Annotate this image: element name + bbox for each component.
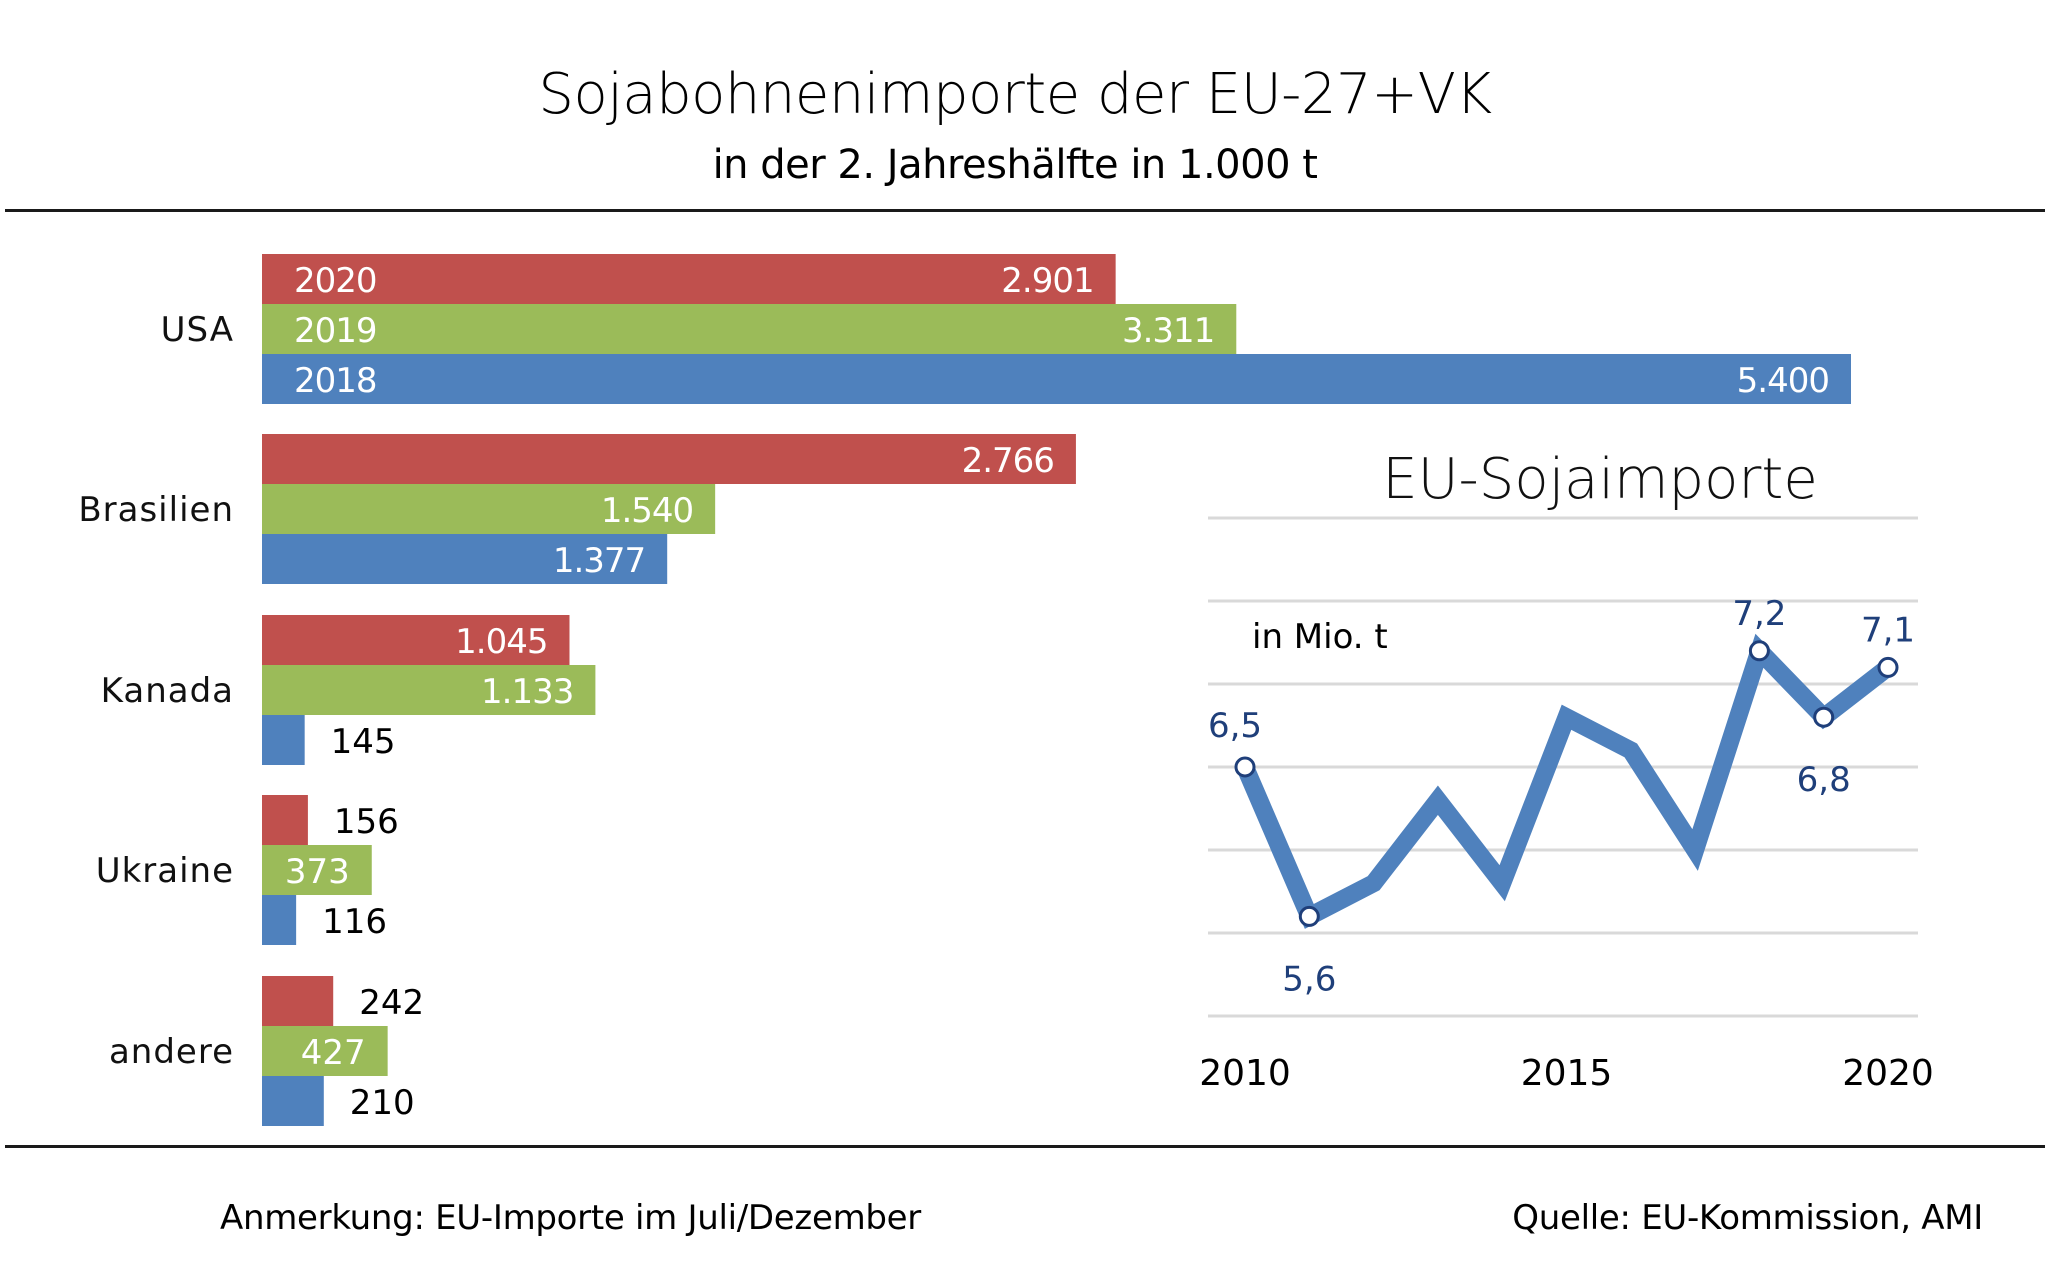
- bar-ukraine-2020: [262, 795, 308, 845]
- bar-kanada-2018: [262, 715, 305, 765]
- category-label-usa: USA: [161, 310, 234, 350]
- data-point-marker-2018: [1748, 640, 1770, 662]
- data-label-andere-2020: 242: [359, 983, 424, 1023]
- bar-kanada-2020: [262, 615, 570, 665]
- bar-brasilien-2019: [262, 484, 716, 534]
- data-label-usa-2019: 3.311: [1122, 311, 1214, 351]
- data-label-kanada-2020: 1.045: [455, 622, 547, 662]
- bar-ukraine-2018: [262, 895, 297, 945]
- bottom-divider: [5, 1145, 2045, 1148]
- data-label-ukraine-2018: 116: [322, 902, 387, 942]
- category-label-andere: andere: [109, 1032, 234, 1072]
- data-label-brasilien-2019: 1.540: [601, 491, 693, 531]
- bar-kanada-2019: [262, 665, 596, 715]
- bar-andere-2020: [262, 976, 334, 1026]
- data-label-ukraine-2020: 156: [334, 802, 399, 842]
- legend-label-2019: 2019: [294, 311, 377, 351]
- bar-usa-2019: [262, 304, 1237, 354]
- data-label-brasilien-2020: 2.766: [962, 441, 1054, 481]
- bar-ukraine-2019: [262, 845, 372, 895]
- category-label-ukraine: Ukraine: [96, 851, 234, 891]
- legend-label-2020: 2020: [294, 261, 377, 301]
- data-label-kanada-2018: 145: [331, 722, 396, 762]
- chart-title: Sojabohnenimporte der EU-27+VK: [538, 62, 1492, 127]
- line-series-eu-sojaimporte: [1236, 633, 1894, 929]
- data-label-andere-2019: 427: [301, 1033, 366, 1073]
- bar-brasilien-2018: [262, 534, 668, 584]
- bar-brasilien-2020: [262, 434, 1076, 484]
- data-point-label-2011: 5,6: [1282, 959, 1336, 999]
- data-label-ukraine-2019: 373: [285, 852, 350, 892]
- data-label-usa-2020: 2.901: [1001, 261, 1093, 301]
- category-label-kanada: Kanada: [101, 671, 234, 711]
- data-label-usa-2018: 5.400: [1737, 361, 1829, 401]
- legend-label-2018: 2018: [294, 361, 377, 401]
- source-note: Quelle: EU-Kommission, AMI: [1512, 1198, 1983, 1238]
- bar-usa-2018: [262, 354, 1851, 404]
- category-label-brasilien: Brasilien: [78, 490, 234, 530]
- inset-unit-label: in Mio. t: [1252, 617, 1388, 657]
- data-point-marker-2020: [1877, 656, 1899, 678]
- data-point-marker-2010: [1234, 756, 1256, 778]
- x-tick-label-2010: 2010: [1199, 1053, 1291, 1094]
- data-point-label-2019: 6,8: [1797, 760, 1851, 800]
- footnote: Anmerkung: EU-Importe im Juli/Dezember: [220, 1198, 921, 1238]
- x-tick-label-2020: 2020: [1842, 1053, 1934, 1094]
- data-label-brasilien-2018: 1.377: [553, 541, 645, 581]
- data-point-marker-2019: [1813, 706, 1835, 728]
- bar-andere-2018: [262, 1076, 324, 1126]
- bar-usa-2020: [262, 254, 1116, 304]
- data-point-label-2020: 7,1: [1861, 610, 1915, 650]
- data-label-kanada-2019: 1.133: [481, 672, 573, 712]
- data-point-label-2018: 7,2: [1732, 594, 1786, 634]
- data-point-marker-2011: [1298, 905, 1320, 927]
- top-divider: [5, 209, 2045, 212]
- bar-andere-2019: [262, 1026, 388, 1076]
- data-label-andere-2018: 210: [350, 1083, 415, 1123]
- x-tick-label-2015: 2015: [1521, 1053, 1613, 1094]
- data-point-label-2010: 6,5: [1208, 706, 1262, 746]
- inset-title: EU-Sojaimporte: [1382, 447, 1818, 512]
- chart-subtitle: in der 2. Jahreshälfte in 1.000 t: [712, 142, 1318, 188]
